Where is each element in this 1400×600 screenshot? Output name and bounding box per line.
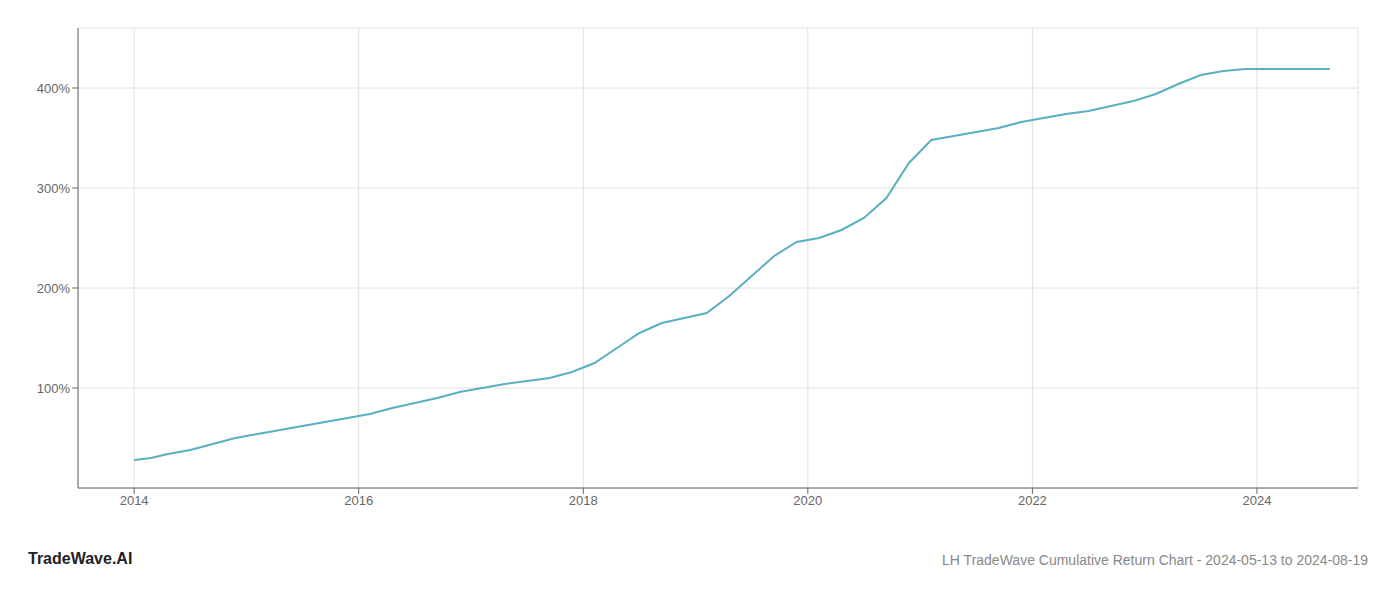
- html-text:TradeWave.AI: TradeWave.AI: [28, 550, 133, 567]
- html-text:LH TradeWave Cumulative Return: LH TradeWave Cumulative Return Chart - 2…: [942, 552, 1368, 568]
- svg-text:2024: 2024: [1242, 493, 1271, 508]
- svg-text:200%: 200%: [37, 281, 71, 296]
- svg-text:300%: 300%: [37, 181, 71, 196]
- svg-text:100%: 100%: [37, 381, 71, 396]
- svg-text:2014: 2014: [120, 493, 149, 508]
- svg-text:2016: 2016: [344, 493, 373, 508]
- svg-text:2020: 2020: [793, 493, 822, 508]
- svg-text:2018: 2018: [569, 493, 598, 508]
- svg-text:400%: 400%: [37, 81, 71, 96]
- svg-text:2022: 2022: [1018, 493, 1047, 508]
